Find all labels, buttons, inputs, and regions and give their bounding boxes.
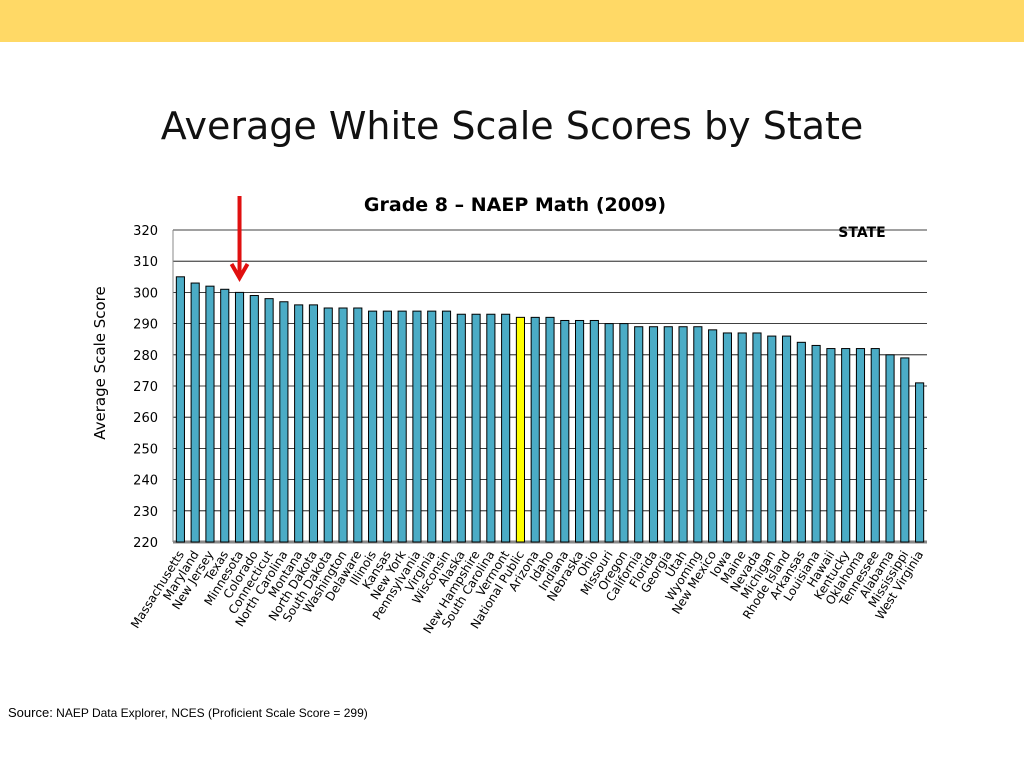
bar-vermont [501, 313, 511, 543]
bar-new-hampshire [471, 313, 481, 543]
arrow-annotation [229, 196, 250, 283]
bar-maryland [190, 282, 200, 543]
y-tick-label: 250 [133, 442, 158, 457]
bar-texas [220, 288, 230, 543]
bar-tennessee [870, 348, 880, 543]
y-tick-labels: 220 230 240 250 260 270 280 290 300 310 320 [133, 224, 158, 551]
bar-rhode-island [781, 335, 792, 543]
bar-michigan [767, 335, 777, 543]
bar-georgia [663, 326, 673, 543]
bar-massachusetts [175, 276, 185, 543]
bar-illinois [368, 310, 378, 543]
y-tick-label: 260 [133, 411, 158, 426]
bar-new-mexico [708, 329, 718, 543]
state-annotation: STATE [838, 225, 885, 241]
slide-title: Average White Scale Scores by State [160, 104, 864, 148]
bar-washington [338, 307, 348, 543]
bar-connecticut [264, 298, 274, 543]
bar-oklahoma [855, 348, 866, 543]
bar-oregon [619, 323, 629, 543]
bar-minnesota [234, 291, 245, 543]
y-tick-label: 240 [133, 474, 158, 489]
chart-title: Grade 8 – NAEP Math (2009) [363, 194, 667, 216]
bar-south-carolina [486, 313, 496, 543]
bar-iowa [722, 332, 732, 543]
bar-indiana [560, 319, 570, 543]
y-tick-label: 300 [133, 286, 158, 301]
bar-kansas [382, 310, 392, 543]
bar-florida [648, 326, 659, 543]
y-tick-label: 230 [133, 505, 158, 520]
top-accent-band [0, 0, 1024, 42]
bar-alaska [456, 313, 466, 543]
bar-north-carolina [279, 301, 289, 543]
bar-south-dakota [323, 307, 333, 543]
bar-louisiana [811, 344, 821, 543]
source-line: Source: NAEP Data Explorer, NCES (Profic… [8, 705, 368, 720]
bar-new-york [397, 310, 407, 543]
bar-ohio [589, 319, 599, 543]
y-tick-label: 270 [133, 380, 158, 395]
bar-delaware [353, 307, 363, 543]
bar-nebraska [575, 319, 585, 543]
bar-missouri [604, 323, 614, 543]
bar-arkansas [796, 341, 806, 543]
bar-montana [294, 304, 304, 543]
bar-alabama [885, 354, 895, 543]
bar-new-jersey [205, 285, 215, 543]
bar-hawaii [826, 348, 836, 543]
y-tick-label: 310 [133, 255, 158, 270]
bar-national-public [515, 316, 525, 543]
bar-west-virginia [915, 382, 925, 543]
y-tick-label: 280 [133, 349, 158, 364]
bar-colorado [249, 295, 259, 543]
bar-california [634, 326, 644, 543]
bar-mississippi [900, 357, 910, 543]
bar-idaho [545, 316, 555, 543]
y-tick-label: 290 [133, 318, 158, 333]
source-text: NAEP Data Explorer, NCES (Proficient Sca… [56, 706, 368, 720]
bar-north-dakota [308, 304, 319, 543]
bar-maine [737, 332, 747, 543]
bars [175, 276, 925, 543]
bar-utah [678, 326, 688, 543]
bar-arizona [530, 316, 540, 543]
bar-nevada [752, 332, 762, 543]
source-label: Source: [8, 705, 53, 720]
bar-pennsylvania [412, 310, 422, 543]
bar-virginia [427, 310, 437, 543]
bar-wisconsin [441, 310, 452, 543]
y-tick-label: 220 [133, 536, 158, 551]
arrow-head [229, 263, 250, 283]
bar-wyoming [693, 326, 703, 543]
bar-kentucky [841, 348, 851, 543]
y-tick-label: 320 [133, 224, 158, 239]
